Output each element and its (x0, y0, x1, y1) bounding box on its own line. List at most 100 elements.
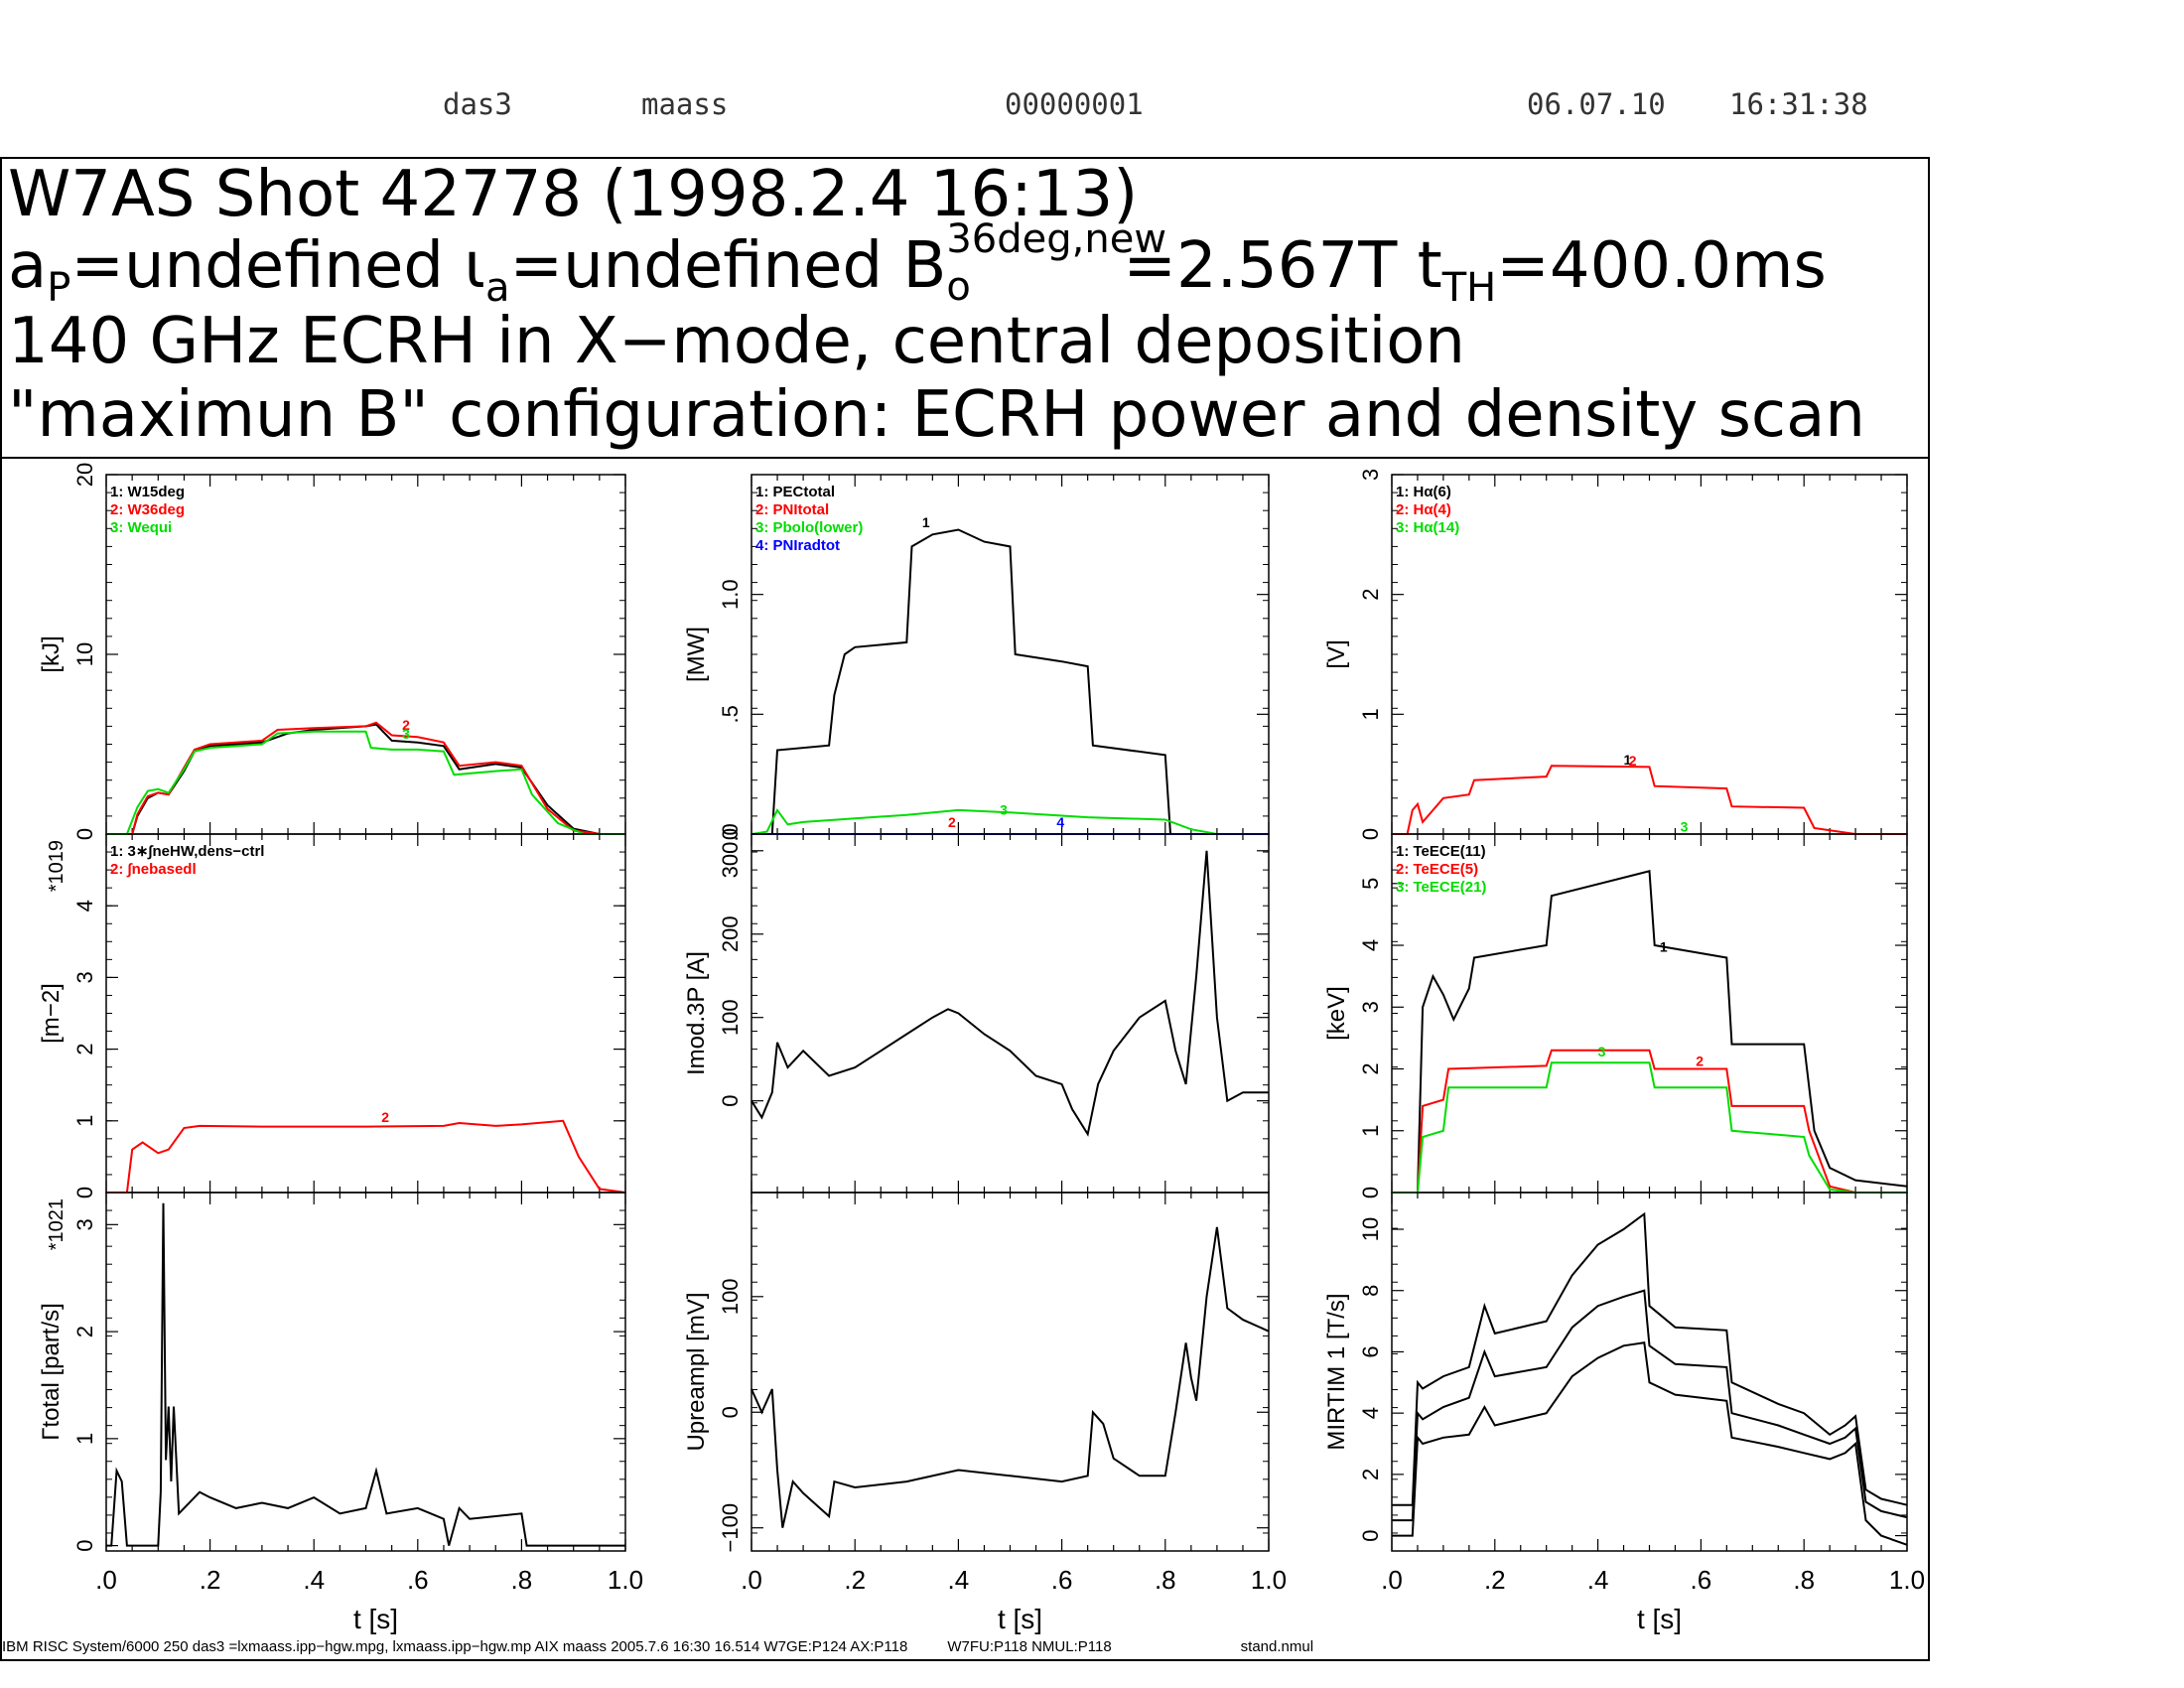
panel-bottom-right-xtick-label: .8 (1793, 1565, 1815, 1595)
panel-top-left-legend-entry: 3: Wequi (110, 519, 172, 536)
title-e: =400.0ms (1496, 229, 1827, 303)
panel-middle-right-legend-entry: 2: TeECE(5) (1396, 861, 1478, 878)
panel-top-middle-ytick-label: 0 (718, 828, 743, 840)
panel-bottom-right-xtick-label: 1.0 (1889, 1565, 1925, 1595)
title-line-3: 140 GHz ECRH in X−mode, central depositi… (8, 305, 1465, 378)
panel-top-middle-ylabel: [MW] (683, 627, 710, 682)
panel-bottom-left-ytick-label: 0 (72, 1539, 97, 1551)
panel-top-left-ytick-label: 20 (72, 463, 97, 487)
title-iota: ι (464, 229, 485, 303)
panel-bottom-left-ylabel: Γtotal [part/s] (38, 1303, 65, 1441)
panel-top-right-series-2 (1392, 765, 1907, 835)
title-line-2: aP=undefined ιa=undefined B 36deg,new o =2.… (8, 216, 1827, 324)
panel-top-right-legend-entry: 1: Hα(6) (1396, 484, 1451, 500)
panel-bottom-left-xtick-label: .2 (200, 1565, 221, 1595)
footer-text-2: W7FU:P118 NMUL:P118 (947, 1638, 1112, 1655)
panel-middle-middle-series-data (751, 850, 1269, 1137)
panel-middle-middle-ylabel: Imod.3P [A] (683, 951, 710, 1075)
panel-bottom-right-xtick-label: .2 (1484, 1565, 1506, 1595)
panel-middle-right-curve-label: 1 (1660, 938, 1668, 954)
panel-top-left-curve-label: 2 (402, 717, 410, 733)
panel-middle-left-series-2 (106, 1119, 626, 1194)
panel-middle-left-ytick-label: 2 (72, 1043, 97, 1055)
panel-bottom-right-ytick-label: 6 (1358, 1345, 1383, 1357)
panel-top-middle-series-3 (751, 807, 1269, 835)
footer-text-3: stand.nmul (1240, 1638, 1314, 1655)
panel-top-right-curve-label: 3 (1681, 819, 1689, 835)
panel-top-left-series-3 (106, 730, 625, 835)
footer-text: IBM RISC System/6000 250 das3 =lxmaass.i… (2, 1638, 908, 1655)
panel-bottom-middle-xtick-label: .0 (741, 1565, 762, 1595)
panel-middle-left-legend-entry: 2: ∫nebasedl (110, 861, 197, 878)
panel-middle-left-curve-label: 2 (381, 1109, 389, 1125)
panel-middle-left-ytick-label: 4 (72, 900, 97, 912)
panel-bottom-right-ylabel: MIRTIM 1 [T/s] (1323, 1293, 1350, 1450)
panel-bottom-left-yexp: *1021 (46, 1198, 68, 1250)
title-line-4: "maximun B" configuration: ECRH power an… (8, 378, 1865, 452)
panel-bottom-middle-xtick-label: .2 (844, 1565, 866, 1595)
panel-top-middle-legend-entry: 2: PNItotal (755, 501, 829, 518)
panel-top-middle-ytick-label: .5 (718, 705, 743, 723)
panel-bottom-right-ytick-label: 8 (1358, 1285, 1383, 1297)
panel-top-right-ylabel: [V] (1323, 639, 1350, 668)
header-id: 00000001 (1005, 87, 1144, 121)
panel-bottom-middle-ylabel: Upreampl [mV] (683, 1292, 710, 1451)
footer: IBM RISC System/6000 250 das3 =lxmaass.i… (2, 1638, 1313, 1655)
panel-top-right-ytick-label: 3 (1358, 469, 1383, 481)
panel-top-right-curve-label: 2 (1629, 753, 1637, 769)
panel-middle-left-yexp: *1019 (46, 840, 68, 892)
panel-bottom-middle-ytick-label: 100 (718, 1278, 743, 1315)
panel-top-right-legend-entry: 3: Hα(14) (1396, 519, 1459, 536)
panel-bottom-right-ytick-label: 10 (1358, 1217, 1383, 1241)
panel-bottom-right-series-a (1392, 1211, 1908, 1506)
panel-bottom-middle-xlabel: t [s] (998, 1604, 1042, 1634)
header-user: maass (641, 87, 729, 121)
panel-bottom-right-xtick-label: .4 (1587, 1565, 1609, 1595)
panel-top-left-box (105, 474, 626, 835)
panel-middle-middle-ytick-label: 200 (718, 915, 743, 952)
panel-middle-middle-ytick-label: 0 (718, 1095, 743, 1107)
panel-bottom-left-xtick-label: 1.0 (608, 1565, 643, 1595)
title-line-1: W7AS Shot 42778 (1998.2.4 16:13) (8, 158, 1139, 231)
panel-top-right-box (1391, 474, 1908, 835)
panel-top-left-curve-label: 3 (402, 726, 410, 742)
panel-bottom-left-xlabel: t [s] (353, 1604, 398, 1634)
title-B-sub: o (946, 264, 971, 310)
title-t-sub: TH (1441, 264, 1497, 311)
panel-middle-right-legend-entry: 1: TeECE(11) (1396, 843, 1486, 860)
panel-bottom-left-box (105, 1192, 626, 1552)
panel-bottom-left-series-data (106, 1202, 625, 1547)
panel-middle-right-series-3 (1392, 1061, 1907, 1194)
header-time: 16:31:38 (1729, 87, 1868, 121)
title-box: W7AS Shot 42778 (1998.2.4 16:13) aP=unde… (2, 159, 1928, 459)
panel-middle-left-ytick-label: 0 (72, 1187, 97, 1198)
panel-bottom-middle-xtick-label: .4 (948, 1565, 970, 1595)
panel-middle-right-ytick-label: 4 (1358, 939, 1383, 951)
title-c: =undefined B (509, 229, 947, 303)
panel-bottom-middle-xtick-label: 1.0 (1251, 1565, 1287, 1595)
panel-top-left-series-2 (106, 721, 625, 835)
panel-top-left-ytick-label: 0 (72, 828, 97, 840)
panel-top-left-legend-entry: 1: W15deg (110, 484, 185, 500)
panel-top-middle-curve-label: 1 (922, 514, 930, 530)
panel-bottom-right-ytick-label: 0 (1358, 1529, 1383, 1541)
panel-bottom-left-xtick-label: .8 (511, 1565, 533, 1595)
panel-bottom-middle-ytick-label: 0 (718, 1406, 743, 1418)
panel-bottom-right-box (1391, 1192, 1908, 1552)
panel-bottom-right-xtick-label: .0 (1381, 1565, 1403, 1595)
panel-bottom-middle-ytick-label: −100 (718, 1503, 743, 1553)
panel-bottom-left-ytick-label: 2 (72, 1326, 97, 1337)
panel-middle-left-legend-entry: 1: 3∗∫neHW,dens−ctrl (110, 843, 264, 860)
panel-top-left-ytick-label: 10 (72, 642, 97, 666)
panel-bottom-left-xtick-label: .4 (303, 1565, 325, 1595)
panel-top-left-ylabel: [kJ] (38, 635, 65, 672)
panel-top-right-curve-label: 1 (1624, 752, 1632, 768)
panel-bottom-middle-xtick-label: .8 (1155, 1565, 1176, 1595)
panel-middle-left-ylabel: [m−2] (38, 983, 65, 1044)
title-iota-sub: a (484, 264, 510, 311)
panel-middle-middle-box (751, 833, 1270, 1194)
panel-bottom-right-ytick-label: 2 (1358, 1469, 1383, 1480)
panel-middle-right-ytick-label: 1 (1358, 1125, 1383, 1137)
panel-middle-right-curve-label: 3 (1598, 1044, 1606, 1059)
